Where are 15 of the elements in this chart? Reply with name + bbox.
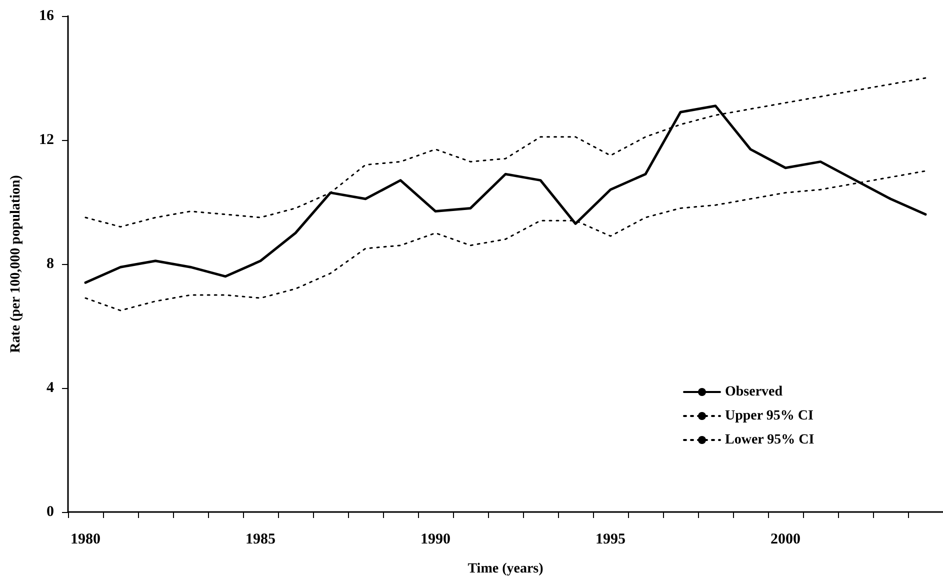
legend-label: Observed [725, 384, 783, 400]
y-tick-label: 0 [46, 504, 54, 520]
x-tick-label: 1980 [70, 532, 100, 548]
legend-label: Lower 95% CI [725, 432, 814, 448]
y-tick-label: 8 [46, 256, 54, 272]
y-tick-label: 12 [39, 132, 54, 148]
x-tick-label: 1995 [596, 532, 626, 548]
legend-label: Upper 95% CI [725, 408, 814, 424]
x-axis-title: Time (years) [468, 562, 544, 576]
x-tick-label: 2000 [770, 532, 800, 548]
y-axis-title: Rate (per 100,000 population) [8, 174, 24, 353]
x-tick-label: 1985 [246, 532, 276, 548]
y-tick-label: 16 [39, 8, 54, 24]
y-tick-label: 4 [46, 380, 54, 396]
x-tick-label: 1990 [420, 532, 450, 548]
